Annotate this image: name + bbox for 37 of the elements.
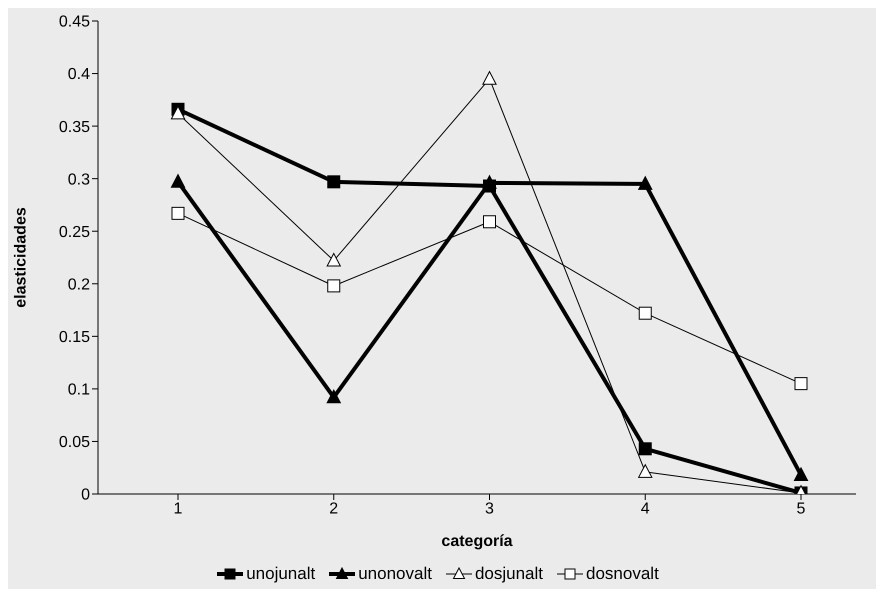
y-tick-label: 0.4 bbox=[68, 66, 90, 84]
legend-label: unonovalt bbox=[357, 564, 432, 584]
x-tick-label: 3 bbox=[485, 500, 494, 518]
y-tick-label: 0.1 bbox=[68, 382, 90, 399]
point bbox=[327, 175, 340, 188]
legend-label: dosnovalt bbox=[585, 564, 659, 584]
x-tick-label: 1 bbox=[174, 500, 183, 518]
y-tick-label: 0 bbox=[81, 486, 90, 504]
point bbox=[794, 377, 808, 390]
legend-label: dosjunalt bbox=[474, 564, 544, 584]
point bbox=[327, 279, 340, 292]
y-tick-label: 0.3 bbox=[68, 171, 90, 188]
y-tick-label: 0.2 bbox=[68, 276, 90, 294]
point bbox=[326, 390, 341, 404]
point bbox=[170, 174, 186, 188]
point bbox=[638, 442, 652, 456]
point bbox=[482, 71, 497, 85]
x-tick-label: 2 bbox=[329, 500, 338, 518]
x-tick-label: 5 bbox=[796, 500, 806, 518]
y-tick-label: 0.25 bbox=[58, 224, 90, 241]
y-tick-label: 0.35 bbox=[58, 118, 90, 136]
point bbox=[638, 464, 652, 478]
point bbox=[482, 175, 497, 189]
legend-label: unojunalt bbox=[245, 564, 316, 584]
point bbox=[794, 467, 808, 481]
point bbox=[172, 206, 184, 220]
point bbox=[638, 176, 652, 190]
point bbox=[483, 215, 496, 228]
y-axis-title: elasticidades bbox=[12, 207, 30, 308]
point bbox=[326, 252, 341, 267]
point bbox=[170, 106, 186, 120]
x-tick-label: 4 bbox=[640, 500, 650, 518]
y-tick-label: 0.15 bbox=[58, 329, 90, 346]
x-axis-title: categoría bbox=[441, 533, 513, 550]
y-tick-label: 0.45 bbox=[58, 14, 90, 31]
y-tick-label: 0.05 bbox=[58, 434, 90, 452]
point bbox=[638, 306, 652, 320]
